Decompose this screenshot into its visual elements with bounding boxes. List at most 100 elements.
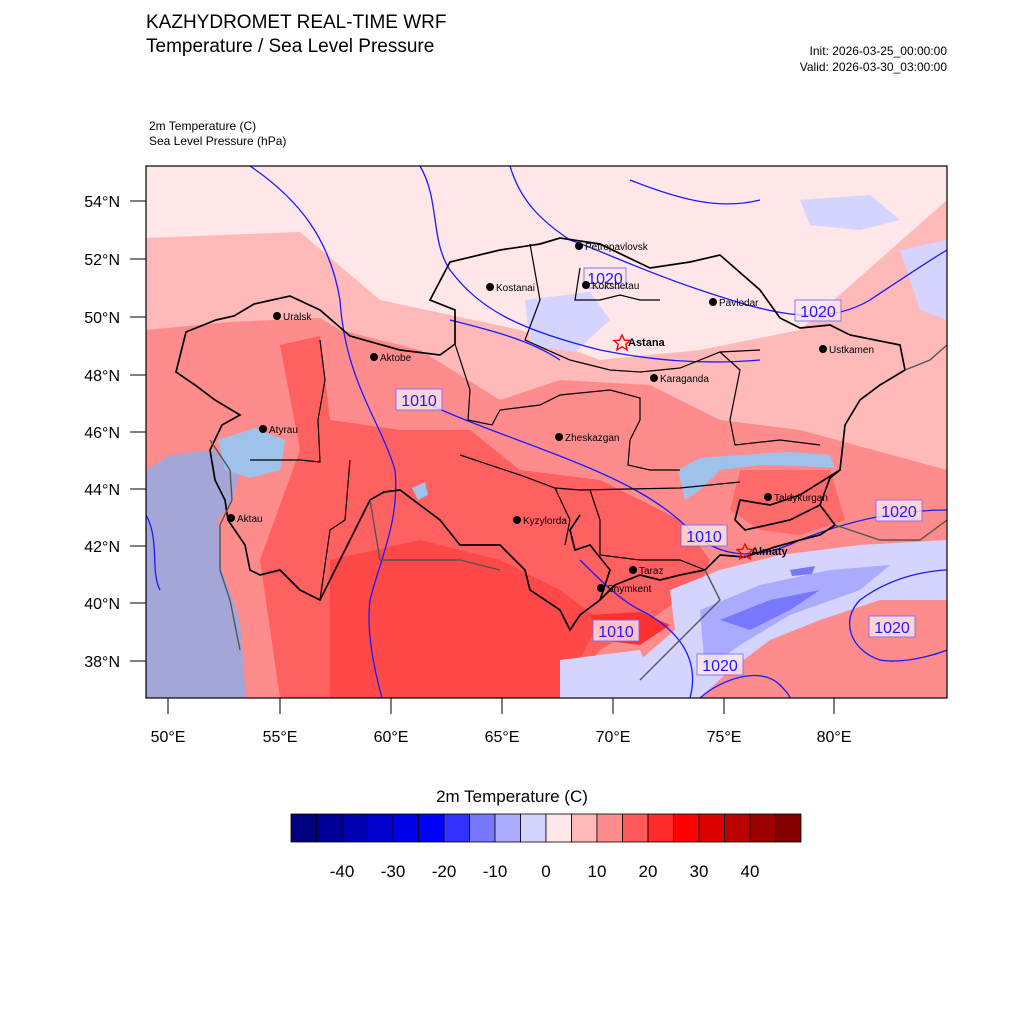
lat-tick-label: 52°N bbox=[84, 252, 120, 269]
valid-time: Valid: 2026-03-30_03:00:00 bbox=[799, 60, 947, 74]
city-label: Shymkent bbox=[607, 584, 652, 595]
lon-tick-label: 50°E bbox=[151, 729, 186, 746]
colorbar-swatch bbox=[392, 813, 419, 843]
isobar-label: 1010 bbox=[598, 624, 634, 641]
lon-tick-label: 65°E bbox=[485, 729, 520, 746]
city-label: Ustkamen bbox=[829, 345, 874, 356]
colorbar-swatch bbox=[469, 813, 496, 843]
isobar-label: 1010 bbox=[686, 529, 722, 546]
lat-tick-label: 46°N bbox=[84, 425, 120, 442]
chart-title: KAZHYDROMET REAL-TIME WRF bbox=[146, 12, 447, 33]
colorbar-swatch bbox=[367, 813, 394, 843]
aral-sea bbox=[412, 482, 428, 500]
lat-tick-label: 48°N bbox=[84, 368, 120, 385]
lon-tick-label: 70°E bbox=[596, 729, 631, 746]
colorbar-swatch bbox=[647, 813, 674, 843]
city-label: Karaganda bbox=[660, 374, 709, 385]
colorbar-swatch bbox=[494, 813, 521, 843]
city-label: Aktau bbox=[237, 514, 263, 525]
colorbar-tick-label: 0 bbox=[541, 862, 550, 881]
colorbar-tick-label: -30 bbox=[381, 862, 406, 881]
city-label: Kostanai bbox=[496, 283, 535, 294]
city-label: Pavlodar bbox=[719, 298, 759, 309]
lon-tick-label: 60°E bbox=[374, 729, 409, 746]
field-label-temperature: 2m Temperature (C) bbox=[149, 119, 257, 133]
lat-tick-label: 54°N bbox=[84, 194, 120, 211]
colorbar bbox=[290, 813, 802, 843]
colorbar-tick-label: 10 bbox=[588, 862, 607, 881]
colorbar-tick-labels: -40 -30 -20 -10 0 10 20 30 40 bbox=[330, 862, 760, 881]
colorbar-title: 2m Temperature (C) bbox=[436, 787, 588, 806]
colorbar-swatch bbox=[775, 813, 802, 843]
temp-region-20-east bbox=[730, 470, 845, 535]
chart-subtitle: Temperature / Sea Level Pressure bbox=[146, 36, 435, 57]
longitude-axis: 50°E 55°E 60°E 65°E 70°E 75°E 80°E bbox=[151, 698, 852, 746]
colorbar-swatch bbox=[749, 813, 776, 843]
city-label: Kyzylorda bbox=[523, 516, 567, 527]
isobar-labels: 1020 1020 1010 1010 1020 1010 1020 1020 bbox=[395, 267, 923, 676]
init-time: Init: 2026-03-25_00:00:00 bbox=[809, 44, 947, 58]
neighbor-borders bbox=[209, 344, 947, 681]
city-label: Astana bbox=[628, 337, 666, 349]
isobar-label: 1020 bbox=[702, 658, 738, 675]
lake-balkhash bbox=[678, 452, 835, 500]
city-label: Zheskazgan bbox=[565, 433, 619, 444]
northeast-cold-patch bbox=[900, 240, 947, 320]
lon-tick-label: 55°E bbox=[263, 729, 298, 746]
lat-tick-label: 40°N bbox=[84, 596, 120, 613]
city-label: Almaty bbox=[751, 546, 789, 558]
colorbar-swatch bbox=[520, 813, 547, 843]
north-cold-patch bbox=[800, 195, 900, 230]
colorbar-swatch bbox=[418, 813, 445, 843]
colorbar-swatch bbox=[545, 813, 572, 843]
mountain-cold-core bbox=[700, 565, 890, 670]
colorbar-swatch bbox=[622, 813, 649, 843]
colorbar-tick-label: 20 bbox=[639, 862, 658, 881]
city-label: Kokshetau bbox=[592, 281, 639, 292]
central-cold-patch bbox=[525, 292, 610, 352]
isobar-label: 1020 bbox=[800, 304, 836, 321]
lat-tick-label: 42°N bbox=[84, 539, 120, 556]
colorbar-tick-label: -20 bbox=[432, 862, 457, 881]
city-label: Atyrau bbox=[269, 425, 298, 436]
region-borders bbox=[250, 243, 821, 601]
isobar-label: 1020 bbox=[874, 620, 910, 637]
map-plot-area: 1020 1020 1010 1010 1020 1010 1020 1020 … bbox=[146, 166, 947, 698]
colorbar-swatch bbox=[316, 813, 343, 843]
caspian-north bbox=[218, 428, 285, 478]
field-label-pressure: Sea Level Pressure (hPa) bbox=[149, 134, 287, 148]
colorbar-swatch bbox=[571, 813, 598, 843]
lat-tick-label: 50°N bbox=[84, 310, 120, 327]
colorbar-tick-label: -40 bbox=[330, 862, 355, 881]
city-label: Taraz bbox=[639, 566, 663, 577]
city-label: Aktobe bbox=[380, 353, 412, 364]
mountain-coldest bbox=[720, 590, 820, 630]
isobar-label: 1020 bbox=[881, 504, 917, 521]
colorbar-swatch bbox=[698, 813, 725, 843]
cities: Petropavlovsk Kostanai Kokshetau Pavloda… bbox=[227, 242, 874, 595]
city-label: Uralsk bbox=[283, 312, 312, 323]
colorbar-tick-label: -10 bbox=[483, 862, 508, 881]
city-label: Petropavlovsk bbox=[585, 242, 649, 253]
city-label: Taldykurgan bbox=[774, 493, 828, 504]
lon-tick-label: 80°E bbox=[817, 729, 852, 746]
country-borders bbox=[175, 237, 906, 632]
issyk-kul bbox=[790, 566, 815, 576]
colorbar-swatch bbox=[724, 813, 751, 843]
mountain-south-cold bbox=[560, 650, 660, 698]
latitude-axis: 54°N 52°N 50°N 48°N 46°N 44°N 42°N 40°N … bbox=[84, 194, 146, 671]
colorbar-tick-label: 40 bbox=[741, 862, 760, 881]
lat-tick-label: 44°N bbox=[84, 482, 120, 499]
colorbar-swatch bbox=[341, 813, 368, 843]
temp-region-25 bbox=[330, 540, 600, 698]
colorbar-swatch bbox=[673, 813, 700, 843]
isobar-label: 1020 bbox=[587, 271, 623, 288]
lon-tick-label: 75°E bbox=[707, 729, 742, 746]
isobars bbox=[146, 166, 947, 698]
lat-tick-label: 38°N bbox=[84, 654, 120, 671]
caspian-sea bbox=[146, 450, 246, 698]
colorbar-swatch bbox=[596, 813, 623, 843]
colorbar-tick-label: 30 bbox=[690, 862, 709, 881]
colorbar-swatch bbox=[290, 813, 317, 843]
